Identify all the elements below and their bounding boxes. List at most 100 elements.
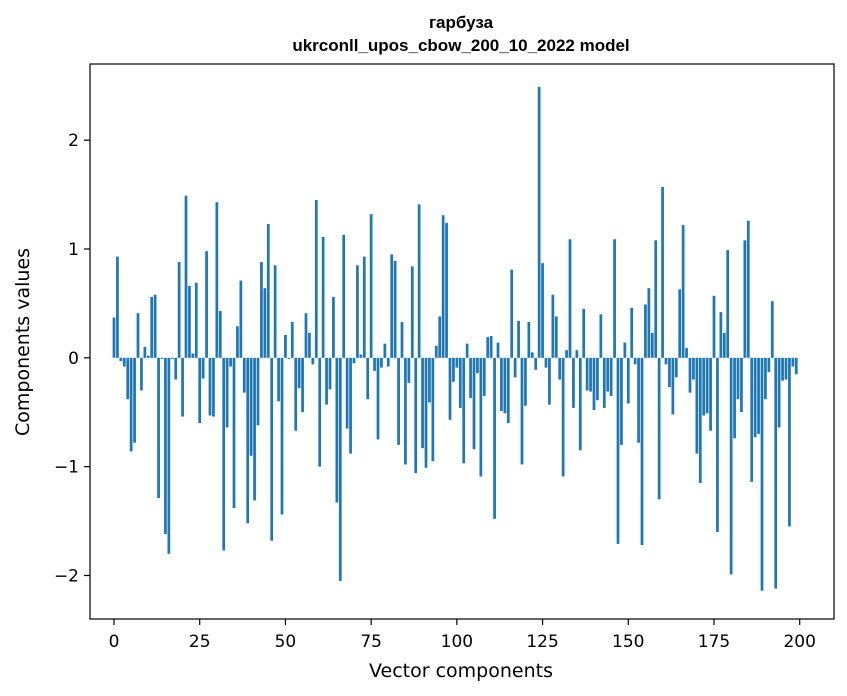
x-tick-label: 175	[698, 632, 730, 652]
bar-142	[599, 314, 603, 358]
bar-180	[729, 357, 733, 575]
bar-188	[757, 357, 760, 434]
bar-76	[373, 357, 376, 371]
bar-1	[116, 256, 119, 358]
bar-91	[424, 357, 428, 468]
bar-79	[383, 343, 387, 358]
bar-95	[438, 316, 442, 358]
bar-61	[321, 237, 325, 358]
bar-35	[232, 357, 236, 508]
bar-97	[445, 222, 448, 358]
x-tick-label: 100	[441, 632, 473, 652]
bar-144	[606, 357, 610, 392]
bar-77	[376, 357, 380, 440]
bar-197	[788, 357, 791, 527]
bar-28	[208, 357, 212, 416]
bar-50	[284, 334, 287, 358]
bar-196	[784, 357, 788, 380]
chart-title-line1: гарбуза	[429, 13, 494, 32]
bar-12	[153, 294, 157, 358]
bar-54	[297, 357, 301, 389]
bar-56	[304, 313, 308, 358]
x-axis-label: Vector components	[369, 660, 553, 682]
bar-190	[764, 357, 767, 400]
bar-62	[325, 357, 328, 405]
bar-168	[688, 357, 692, 393]
bar-145	[609, 357, 613, 396]
bar-32	[222, 357, 226, 551]
bar-110	[489, 336, 493, 358]
bar-138	[585, 357, 589, 391]
bar-115	[506, 357, 510, 424]
bar-90	[421, 357, 424, 449]
bar-111	[493, 357, 496, 519]
bar-24	[194, 282, 198, 358]
bar-155	[644, 304, 647, 358]
bar-154	[640, 357, 644, 545]
bar-21	[184, 195, 188, 358]
bar-164	[674, 357, 678, 378]
bar-34	[229, 357, 232, 367]
bar-163	[671, 357, 675, 415]
bar-0	[112, 317, 116, 358]
bar-63	[328, 357, 332, 390]
bar-194	[777, 357, 781, 428]
bar-10	[146, 355, 150, 358]
bar-81	[390, 254, 394, 358]
bar-48	[277, 357, 280, 402]
chart-title-line2: ukrconll_upos_cbow_200_10_2022 model	[292, 36, 629, 55]
bar-120	[524, 357, 527, 406]
bar-186	[750, 357, 754, 482]
bar-5	[129, 357, 133, 452]
bar-183	[740, 357, 743, 413]
bar-187	[753, 357, 757, 438]
bar-19	[177, 262, 181, 358]
bar-31	[218, 311, 222, 358]
bar-106	[476, 357, 479, 374]
bar-72	[359, 354, 363, 358]
bar-107	[479, 357, 483, 477]
bar-185	[746, 220, 750, 358]
bar-45	[266, 223, 270, 358]
bar-46	[270, 357, 274, 541]
x-tick-label: 25	[189, 632, 211, 652]
bar-156	[647, 288, 651, 358]
bar-133	[568, 239, 572, 358]
bar-2	[119, 357, 123, 362]
bar-193	[774, 357, 778, 589]
y-tick-label: 2	[68, 131, 79, 151]
bar-174	[709, 357, 712, 431]
bar-17	[170, 357, 174, 359]
bar-42	[256, 357, 260, 426]
bar-134	[572, 357, 575, 408]
bar-162	[668, 357, 671, 388]
bar-69	[349, 357, 352, 454]
bar-122	[530, 352, 534, 358]
bar-87	[410, 266, 414, 358]
bar-148	[620, 357, 623, 445]
plot-frame	[89, 63, 835, 620]
bar-152	[633, 357, 637, 365]
bar-169	[692, 357, 695, 380]
y-tick-label: −2	[54, 566, 79, 586]
bar-92	[428, 357, 431, 403]
bar-160	[661, 186, 664, 358]
y-axis-ticks: −2 −1 0 1 2	[54, 131, 90, 586]
bar-65	[335, 357, 339, 503]
bar-147	[616, 357, 620, 544]
bar-172	[702, 357, 706, 416]
bar-52	[290, 321, 294, 358]
bar-104	[469, 357, 472, 399]
bar-58	[311, 357, 315, 365]
bar-125	[541, 263, 544, 358]
bar-113	[500, 357, 503, 412]
bar-161	[664, 357, 668, 365]
bar-22	[188, 286, 191, 358]
bar-171	[698, 357, 702, 483]
bar-143	[602, 357, 606, 408]
bar-123	[534, 357, 538, 370]
bar-3	[122, 357, 126, 367]
bar-127	[548, 357, 551, 405]
bar-6	[133, 357, 136, 443]
bar-158	[654, 240, 658, 358]
